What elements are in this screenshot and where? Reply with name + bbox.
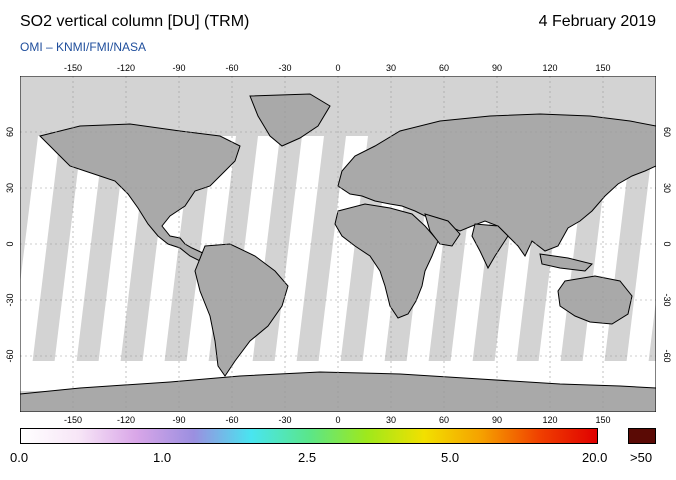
lat-label-left: -30 [5, 293, 15, 306]
map-canvas [10, 75, 676, 413]
lat-label-left: 60 [5, 127, 15, 137]
orbit-swath [54, 136, 104, 366]
graticule [20, 76, 656, 412]
so2-map [10, 75, 676, 413]
lon-label-bottom: -30 [278, 415, 291, 425]
colorbar-overflow [628, 428, 656, 444]
lon-label-bottom: -60 [225, 415, 238, 425]
lon-label-top: 90 [492, 63, 502, 73]
lon-label-bottom: 120 [542, 415, 557, 425]
colorbar-label-2: 2.5 [298, 450, 317, 465]
lon-label-top: -30 [278, 63, 291, 73]
lat-label-left: 30 [5, 183, 15, 193]
lon-label-top: 120 [542, 63, 557, 73]
colorbar-label-4: 20.0 [582, 450, 608, 465]
lon-label-bottom: -150 [64, 415, 82, 425]
lon-label-top: -90 [172, 63, 185, 73]
map-date: 4 February 2019 [538, 13, 656, 30]
lon-label-bottom: -90 [172, 415, 185, 425]
north-america [39, 123, 241, 262]
lon-label-top: 150 [595, 63, 610, 73]
lat-label-right: -30 [662, 293, 672, 306]
lat-label-left: 0 [5, 241, 15, 246]
lon-label-top: -60 [225, 63, 238, 73]
lat-label-right: 0 [662, 241, 672, 246]
lon-label-bottom: 30 [386, 415, 396, 425]
eurasia [337, 113, 657, 257]
africa [334, 203, 439, 319]
orbit-swath [274, 136, 324, 366]
map-subtitle: OMI – KNMI/FMI/NASA [20, 40, 147, 54]
indonesia [539, 253, 593, 272]
lon-label-top: 60 [439, 63, 449, 73]
colorbar-label-0: 0.0 [10, 450, 29, 465]
lon-label-top: -150 [64, 63, 82, 73]
lon-label-bottom: 0 [335, 415, 340, 425]
colorbar-label-3: 5.0 [441, 450, 460, 465]
lat-label-left: -60 [5, 349, 15, 362]
lon-label-top: 0 [335, 63, 340, 73]
colorbar [20, 428, 598, 444]
lon-label-bottom: -120 [117, 415, 135, 425]
colorbar-label-5: >50 [630, 450, 653, 465]
lat-label-right: 60 [662, 127, 672, 137]
lon-label-bottom: 60 [439, 415, 449, 425]
arabia [424, 213, 461, 247]
map-title: SO2 vertical column [DU] (TRM) [20, 13, 250, 30]
colorbar-label-1: 1.0 [153, 450, 172, 465]
lon-label-bottom: 150 [595, 415, 610, 425]
lon-label-bottom: 90 [492, 415, 502, 425]
lat-label-right: 30 [662, 183, 672, 193]
greenland [249, 93, 331, 147]
orbit-swath [10, 136, 60, 366]
lat-label-right: -60 [662, 349, 672, 362]
south-america [194, 243, 289, 377]
lon-label-top: -120 [117, 63, 135, 73]
lon-label-top: 30 [386, 63, 396, 73]
india [471, 223, 509, 270]
